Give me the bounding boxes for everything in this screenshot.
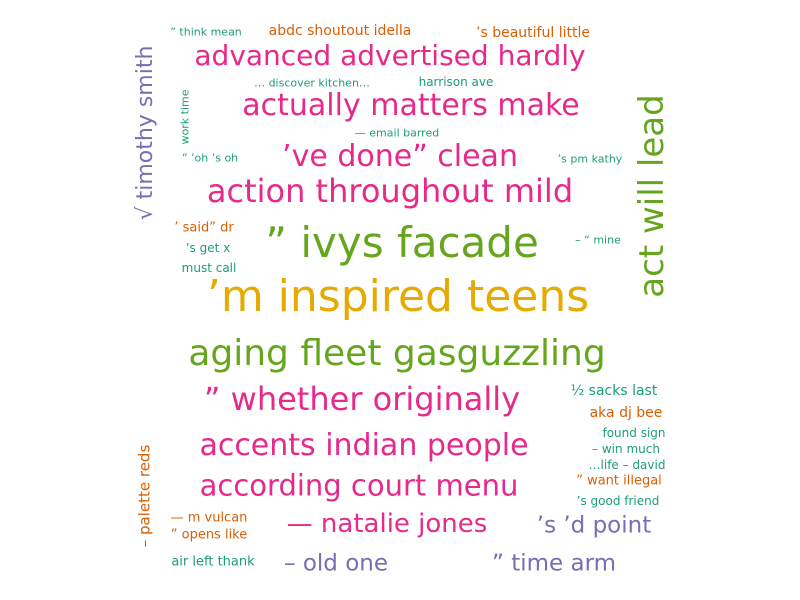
word-37: …life – david — [588, 458, 666, 472]
word-0: ’m inspired teens — [206, 271, 590, 322]
word-25: … discover kitchen… — [254, 76, 370, 90]
word-27: — email barred — [354, 126, 440, 140]
word-4: action throughout mild — [206, 172, 574, 210]
word-5: actually matters make — [242, 88, 580, 123]
word-28: work time — [178, 89, 192, 145]
word-31: ’s get x — [185, 241, 231, 255]
word-32: must call — [181, 261, 237, 275]
word-30: ’s pm kathy — [557, 152, 623, 166]
word-11: — natalie jones — [286, 509, 488, 539]
word-22: ” opens like — [170, 527, 248, 543]
word-24: ” think mean — [170, 25, 242, 39]
word-8: ” whether originally — [203, 380, 521, 418]
word-1: ” ivys facade — [265, 218, 539, 267]
word-10: according court menu — [199, 468, 519, 503]
word-17: abdc shoutout idella — [268, 23, 412, 39]
word-38: ’s good friend — [576, 494, 660, 508]
word-6: advanced advertised hardly — [194, 39, 586, 72]
word-16: – palette reds — [135, 444, 154, 548]
word-26: harrison ave — [418, 75, 494, 89]
word-18: ’s beautiful little — [476, 25, 590, 41]
word-2: aging fleet gasguzzling — [188, 333, 606, 374]
word-23: ’ said” dr — [174, 220, 234, 236]
word-21: — m vulcan — [170, 510, 248, 526]
word-36: – win much — [592, 442, 660, 456]
word-9: accents indian people — [199, 428, 529, 463]
word-12: √ timothy smith — [133, 45, 158, 221]
word-7: ’ve done” clean — [282, 139, 518, 174]
word-19: aka dj bee — [589, 405, 663, 421]
word-39: air left thank — [171, 554, 255, 570]
word-15: ” time arm — [491, 550, 617, 577]
word-35: found sign — [602, 426, 666, 440]
word-13: ’s ’d point — [536, 512, 652, 539]
word-14: – old one — [284, 550, 388, 577]
word-20: ” want illegal — [576, 473, 662, 489]
word-33: – “ mine — [575, 233, 621, 247]
word-29: ” ’oh ’s oh — [181, 151, 239, 165]
word-3: act will lead — [632, 94, 672, 298]
word-34: ½ sacks last — [570, 383, 658, 399]
